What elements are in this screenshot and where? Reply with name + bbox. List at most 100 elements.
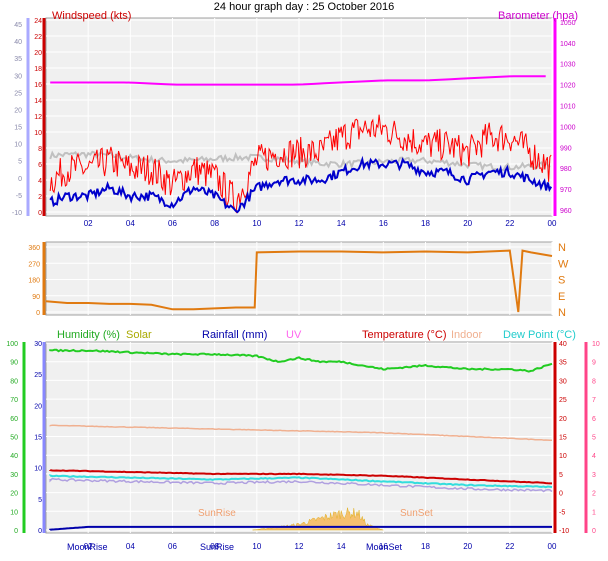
wind-tick-label: 22 xyxy=(34,34,42,41)
temperature-tick-label: 20 xyxy=(559,416,567,423)
climate-x-tick-label: 02 xyxy=(84,542,93,551)
wind-panel-title: Windspeed (kts) xyxy=(52,10,131,22)
wind-x-tick-label: 22 xyxy=(505,219,514,228)
wind-outer-tick-label: 30 xyxy=(14,73,22,80)
wind-tick-label: 2 xyxy=(38,194,42,201)
climate-x-tick-label: 14 xyxy=(337,542,346,551)
annotation-moonrise: MoonRise xyxy=(67,542,108,552)
humidity-tick-label: 40 xyxy=(10,453,18,460)
rainfall-line xyxy=(49,525,552,531)
annotation-sunrise: SunRise xyxy=(198,508,236,519)
legend-solar: Solar xyxy=(126,329,152,341)
temperature-tick-label: 30 xyxy=(559,378,567,385)
dewpoint-line xyxy=(49,474,553,489)
direction-tick-label: 0 xyxy=(36,310,40,317)
uv-tick-label: 6 xyxy=(592,416,596,423)
wind-outer-tick-label: 20 xyxy=(14,107,22,114)
wind-tick-label: 14 xyxy=(34,98,42,105)
wind-outer-tick-label: 5 xyxy=(18,159,22,166)
wind-outer-tick-label: -10 xyxy=(12,210,22,217)
wind-tick-label: 10 xyxy=(34,130,42,137)
climate-x-tick-label: 20 xyxy=(463,542,472,551)
wind-x-tick-label: 10 xyxy=(252,219,261,228)
apparent-line xyxy=(49,477,553,493)
uv-tick-label: 10 xyxy=(592,341,600,348)
wind-tick-label: 6 xyxy=(38,162,42,169)
legend-humidity: Humidity (%) xyxy=(57,329,120,341)
wind-tick-label: 24 xyxy=(34,18,42,25)
wind-x-tick-label: 14 xyxy=(337,219,346,228)
direction-compass-label: W xyxy=(558,258,569,270)
humidity-tick-label: 10 xyxy=(10,509,18,516)
uv-tick-label: 2 xyxy=(592,491,596,498)
wind-x-tick-label: 06 xyxy=(168,219,177,228)
wind-x-tick-label: 00 xyxy=(548,219,557,228)
rainfall-tick-label: 20 xyxy=(34,403,42,410)
temperature-tick-label: -10 xyxy=(559,528,569,535)
direction-tick-label: 360 xyxy=(28,245,40,252)
wind-outer-tick-label: 45 xyxy=(14,22,22,29)
wind-tick-label: 18 xyxy=(34,66,42,73)
legend-dewpoint: Dew Point (°C) xyxy=(503,329,576,341)
uv-tick-label: 1 xyxy=(592,509,596,516)
humidity-tick-label: 0 xyxy=(14,528,18,535)
uv-tick-label: 9 xyxy=(592,360,596,367)
temperature-tick-label: 25 xyxy=(559,397,567,404)
gust-line xyxy=(49,114,552,214)
uv-tick-label: 5 xyxy=(592,435,596,442)
wind-x-tick-label: 08 xyxy=(210,219,219,228)
temperature-tick-label: 5 xyxy=(559,472,563,479)
uv-tick-label: 8 xyxy=(592,378,596,385)
climate-x-tick-label: 18 xyxy=(421,542,430,551)
rainfall-tick-label: 15 xyxy=(34,435,42,442)
rainfall-tick-label: 10 xyxy=(34,466,42,473)
humidity-tick-label: 90 xyxy=(10,360,18,367)
annotation-sunset: SunSet xyxy=(400,508,433,519)
wind-outer-tick-label: 15 xyxy=(14,125,22,132)
temperature-tick-label: 35 xyxy=(559,360,567,367)
humidity-tick-label: 60 xyxy=(10,416,18,423)
wind-x-tick-label: 04 xyxy=(126,219,135,228)
direction-tick-label: 180 xyxy=(28,278,40,285)
humidity-tick-label: 20 xyxy=(10,491,18,498)
wind-tick-label: 16 xyxy=(34,82,42,89)
wind-tick-label: 4 xyxy=(38,178,42,185)
wind-tick-label: 8 xyxy=(38,146,42,153)
barometer-tick-label: 1040 xyxy=(560,41,576,48)
barometer-tick-label: 970 xyxy=(560,187,572,194)
annotation-moonset: MoonSet xyxy=(366,542,403,552)
legend-temperature: Temperature (°C) xyxy=(362,329,446,341)
direction-tick-label: 90 xyxy=(32,294,40,301)
barometer-tick-label: 1000 xyxy=(560,124,576,131)
wind-tick-label: 0 xyxy=(38,210,42,217)
rainfall-tick-label: 0 xyxy=(38,528,42,535)
legend-uv: UV xyxy=(286,329,302,341)
barometer-tick-label: 990 xyxy=(560,145,572,152)
page-title: 24 hour graph day : 25 October 2016 xyxy=(213,1,395,13)
rainfall-tick-label: 25 xyxy=(34,372,42,379)
wind-outer-tick-label: -5 xyxy=(16,193,22,200)
annotation-sunrise-axis: SunRise xyxy=(200,542,234,552)
uv-tick-label: 7 xyxy=(592,397,596,404)
humidity-tick-label: 30 xyxy=(10,472,18,479)
uv-tick-label: 4 xyxy=(592,453,596,460)
temperature-tick-label: 0 xyxy=(559,491,563,498)
direction-compass-label: N xyxy=(558,242,566,254)
wind-tick-label: 20 xyxy=(34,50,42,57)
temperature-tick-label: -5 xyxy=(559,509,565,516)
barometer-panel-title: Barometer (hpa) xyxy=(498,10,578,22)
humidity-tick-label: 100 xyxy=(6,341,18,348)
climate-x-tick-label: 16 xyxy=(379,542,388,551)
wind-x-tick-label: 02 xyxy=(84,219,93,228)
climate-x-tick-label: 04 xyxy=(126,542,135,551)
uv-tick-label: 0 xyxy=(592,528,596,535)
barometer-tick-label: 980 xyxy=(560,166,572,173)
barometer-line xyxy=(50,75,546,86)
barometer-tick-label: 1030 xyxy=(560,62,576,69)
windspeed-line xyxy=(49,155,553,214)
wind-x-tick-label: 12 xyxy=(295,219,304,228)
wind-outer-tick-label: 10 xyxy=(14,142,22,149)
humidity-line xyxy=(49,348,553,373)
direction-tick-label: 270 xyxy=(28,261,40,268)
